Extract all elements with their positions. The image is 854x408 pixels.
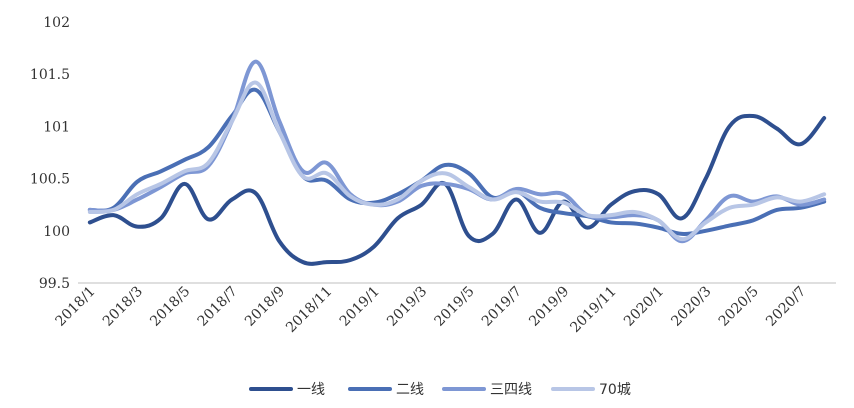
legend-label: 二线 xyxy=(396,382,424,398)
y-tick-labels: 99.5 100 100.5 101 101.5 102 xyxy=(30,15,70,292)
x-tick-label: 2018/9 xyxy=(242,284,288,330)
x-tick-label: 2019/9 xyxy=(526,284,572,330)
x-tick-label: 2019/11 xyxy=(567,284,619,336)
x-tick-label: 2020/3 xyxy=(668,284,714,330)
legend-label: 一线 xyxy=(297,382,325,398)
y-tick-label: 102 xyxy=(43,15,70,31)
y-tick-label: 101.5 xyxy=(30,67,70,83)
x-tick-label: 2020/1 xyxy=(621,284,667,330)
y-tick-label: 101 xyxy=(43,119,70,135)
y-tick-label: 100.5 xyxy=(30,172,70,188)
series-lines xyxy=(87,59,827,266)
x-tick-label: 2018/7 xyxy=(195,284,241,330)
x-tick-label: 2018/3 xyxy=(100,284,146,330)
series-line-2 xyxy=(87,87,827,237)
x-tick-label: 2019/7 xyxy=(479,284,525,330)
x-tick-label: 2018/11 xyxy=(283,284,335,336)
y-tick-label: 99.5 xyxy=(39,276,70,292)
x-tick-label: 2019/3 xyxy=(384,284,430,330)
legend-label: 三四线 xyxy=(490,382,532,398)
legend: 一线 二线 三四线 70城 xyxy=(249,382,631,398)
x-tick-label: 2019/1 xyxy=(337,284,383,330)
x-tick-label: 2019/5 xyxy=(432,284,478,330)
y-tick-label: 100 xyxy=(43,224,70,240)
series-line-4 xyxy=(87,80,827,242)
series-line-1 xyxy=(87,113,827,266)
x-tick-label: 2020/5 xyxy=(716,284,762,330)
x-tick-label: 2020/7 xyxy=(763,284,809,330)
x-tick-label: 2018/5 xyxy=(147,284,193,330)
legend-label: 70城 xyxy=(599,382,631,398)
